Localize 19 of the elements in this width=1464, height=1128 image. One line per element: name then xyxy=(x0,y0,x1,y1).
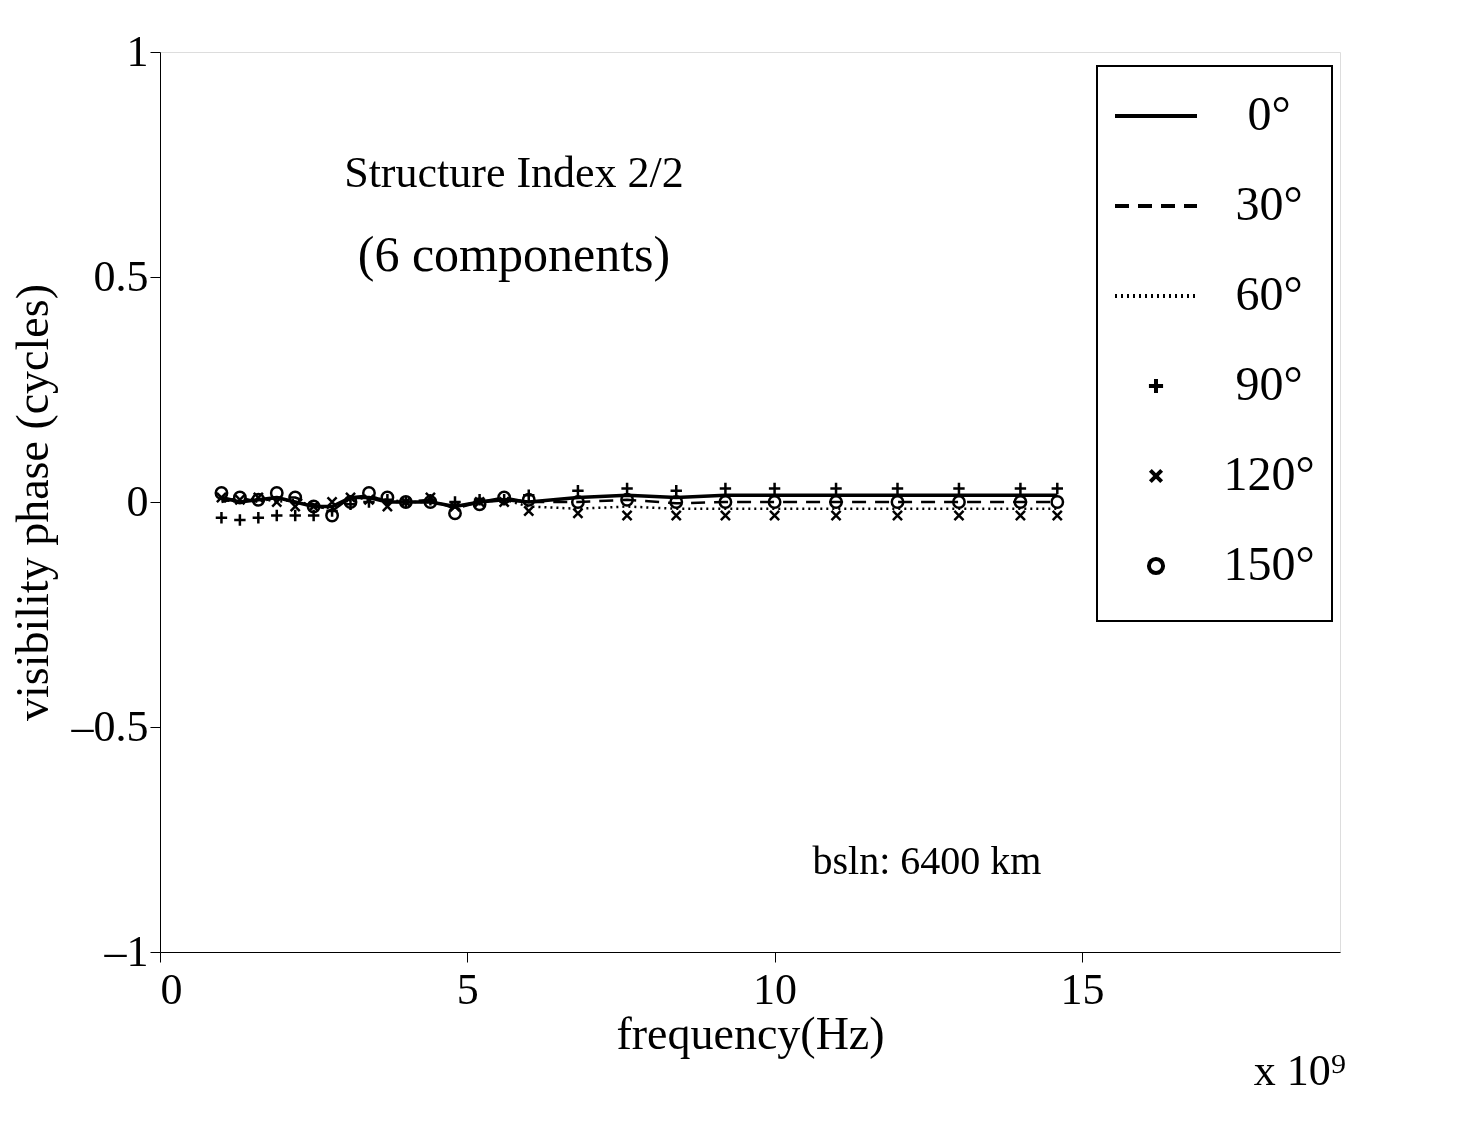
legend-label: 150° xyxy=(1223,537,1315,590)
annotation: Structure Index 2/2 xyxy=(344,148,684,198)
y-tick-label: –1 xyxy=(103,926,149,976)
legend-label: 120° xyxy=(1223,447,1315,500)
legend-label: 0° xyxy=(1247,87,1291,140)
annotation: (6 components) xyxy=(357,226,671,283)
x-tick-label: 5 xyxy=(456,964,479,1014)
y-tick-label: 0.5 xyxy=(93,251,149,301)
x-tick-label: 0 xyxy=(160,964,183,1014)
legend-label: 60° xyxy=(1235,267,1303,320)
y-tick-label: –0.5 xyxy=(70,701,149,751)
x-tick-label: 15 xyxy=(1060,964,1105,1014)
annotation: bsln: 6400 km xyxy=(812,838,1042,883)
y-axis-title: visibility phase (cycles) xyxy=(6,284,58,721)
text: x 10⁹ xyxy=(1253,1046,1347,1095)
legend-label: 90° xyxy=(1235,357,1303,410)
y-tick-label: 0 xyxy=(126,476,149,526)
legend-label: 30° xyxy=(1235,177,1303,230)
y-tick-label: 1 xyxy=(126,26,149,76)
